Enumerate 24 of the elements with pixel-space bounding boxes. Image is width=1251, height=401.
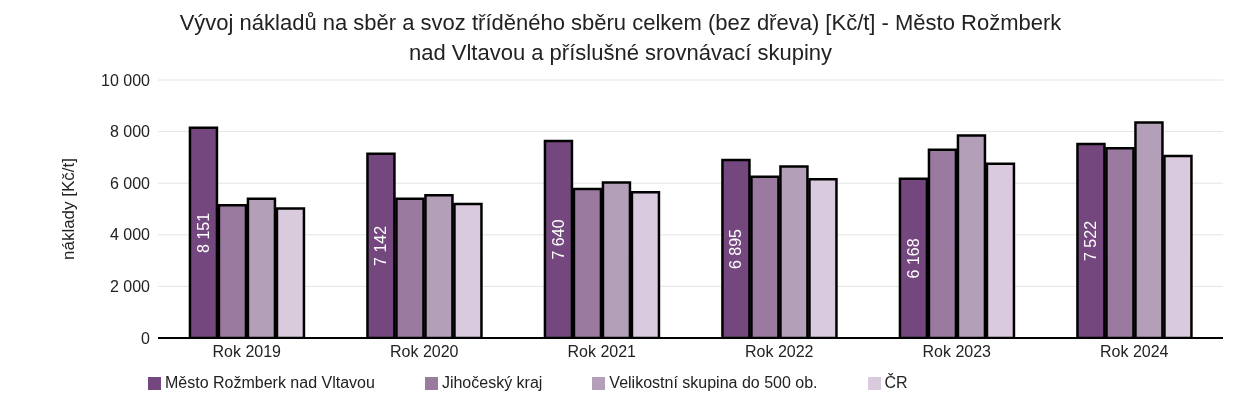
x-tick-label: Rok 2020 xyxy=(390,343,459,361)
data-label: 6 168 xyxy=(904,238,922,279)
y-tick-label: 4 000 xyxy=(109,226,151,244)
y-tick-label: 10 000 xyxy=(101,71,151,89)
x-tick-label: Rok 2019 xyxy=(212,343,282,361)
legend-label: Město Rožmberk nad Vltavou xyxy=(165,374,375,391)
data-label: 6 895 xyxy=(727,228,745,270)
x-tick-label: Rok 2023 xyxy=(922,343,992,361)
legend-label: Jihočeský kraj xyxy=(441,374,543,391)
legend-label: ČR xyxy=(884,374,908,391)
x-tick-label: Rok 2021 xyxy=(567,343,637,361)
data-label: 7 522 xyxy=(1082,220,1100,261)
y-tick-label: 0 xyxy=(141,329,151,347)
y-axis-title: náklady [Kč/t] xyxy=(59,157,79,261)
legend-label: Velikostní skupina do 500 ob. xyxy=(609,374,818,391)
y-tick-label: 8 000 xyxy=(109,123,151,141)
x-tick-label: Rok 2024 xyxy=(1100,343,1169,361)
y-tick-label: 6 000 xyxy=(109,174,151,192)
x-tick-label: Rok 2022 xyxy=(745,343,814,361)
data-label: 7 142 xyxy=(372,225,390,266)
data-label: 7 640 xyxy=(549,219,567,260)
y-tick-label: 2 000 xyxy=(109,278,151,296)
chart-title: Vývoj nákladů na sběr a svoz tříděného sběru celkem (bez dřeva) [Kč/t] - Město Rožmberk nad Vltavou a příslušné srovnávací skupiny xyxy=(178,9,1063,67)
data-label: 8 151 xyxy=(194,212,212,253)
